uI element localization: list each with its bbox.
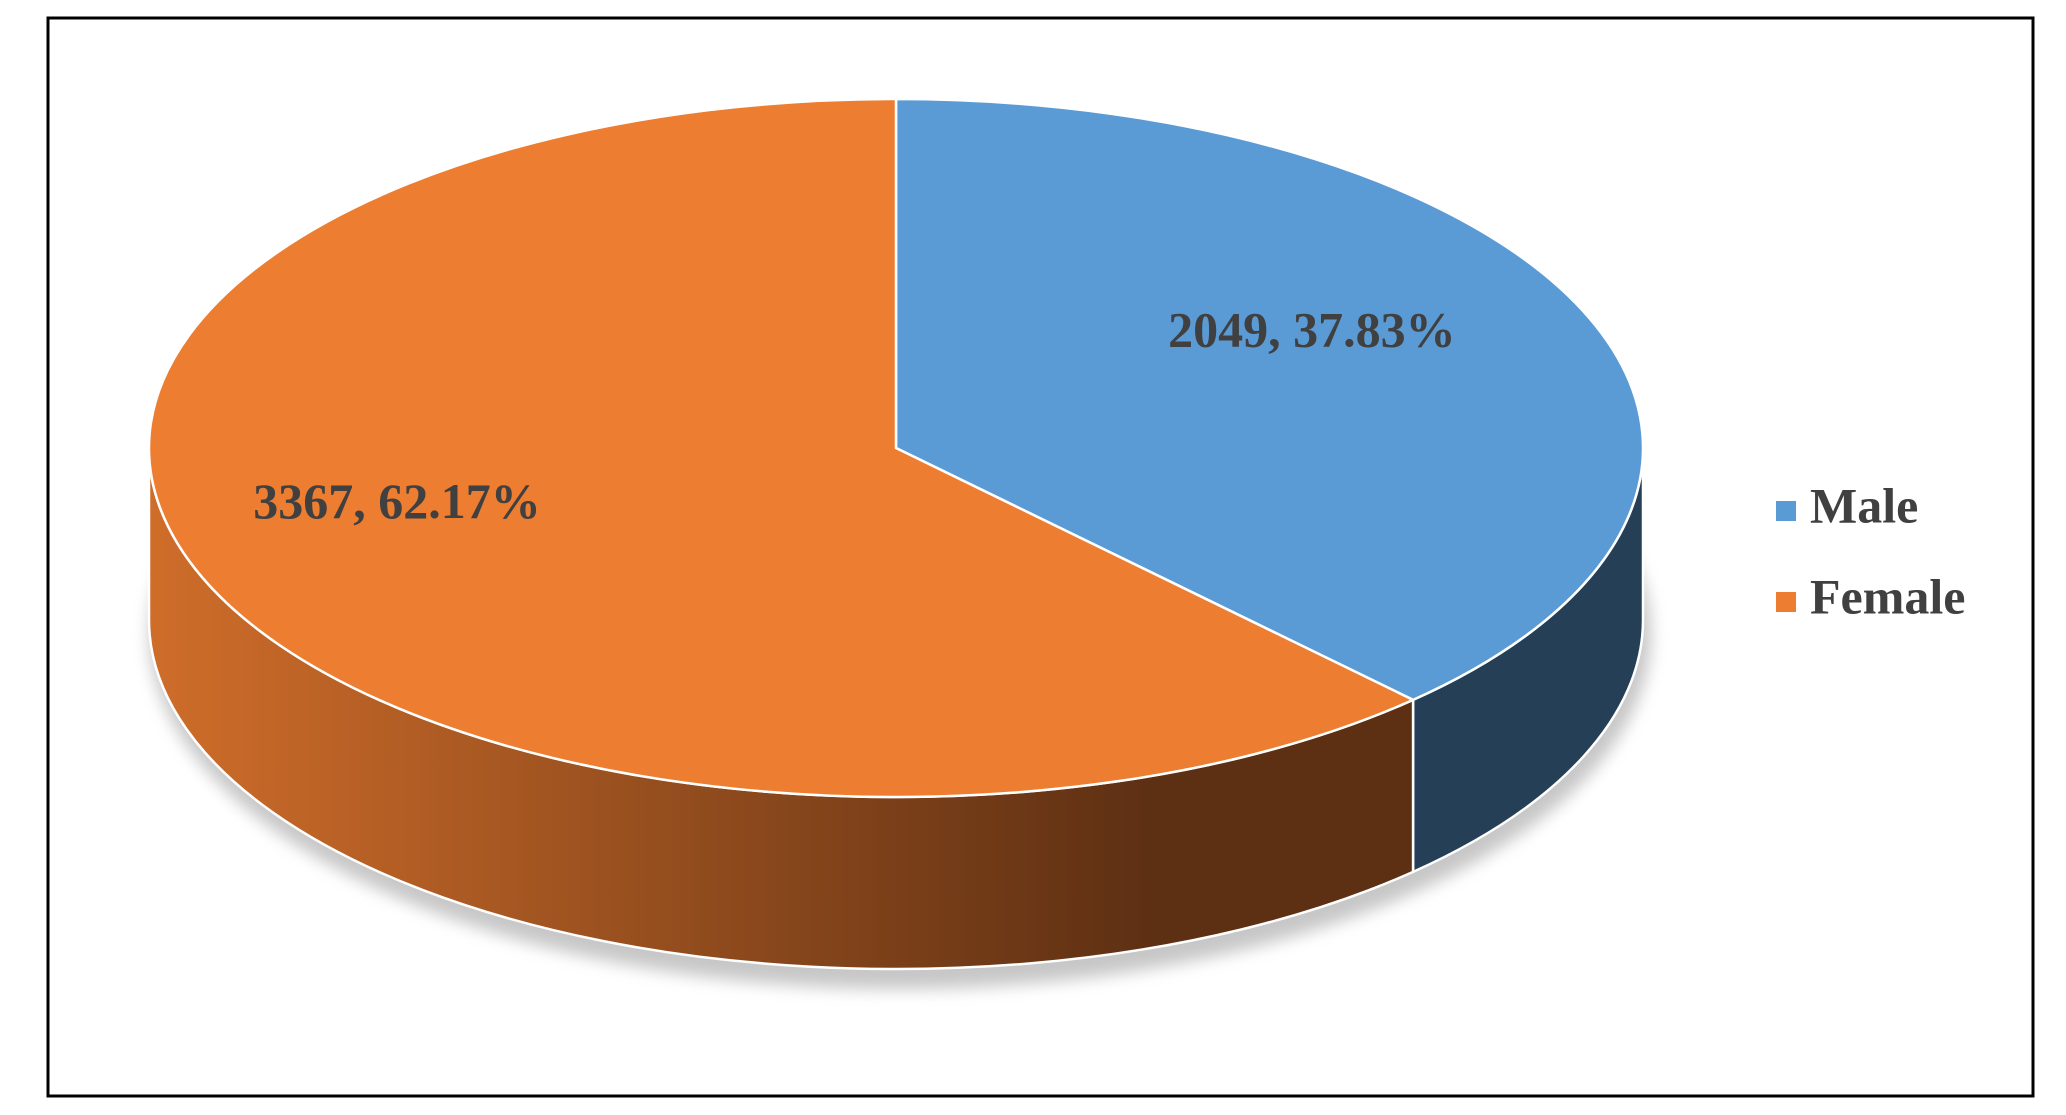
slice [894,97,1645,702]
slice [147,97,1417,799]
pie: 2049, 37.83% 3367, 62.17% [147,97,1651,989]
data-label: 3367, 62.17% [253,473,541,529]
legend-label: Female [1810,568,1965,624]
legend: Male Female [1776,477,1965,624]
legend-swatch [1776,592,1796,612]
legend-swatch [1776,501,1796,521]
legend-label: Male [1810,477,1918,533]
data-label: 2049, 37.83% [1168,301,1456,357]
